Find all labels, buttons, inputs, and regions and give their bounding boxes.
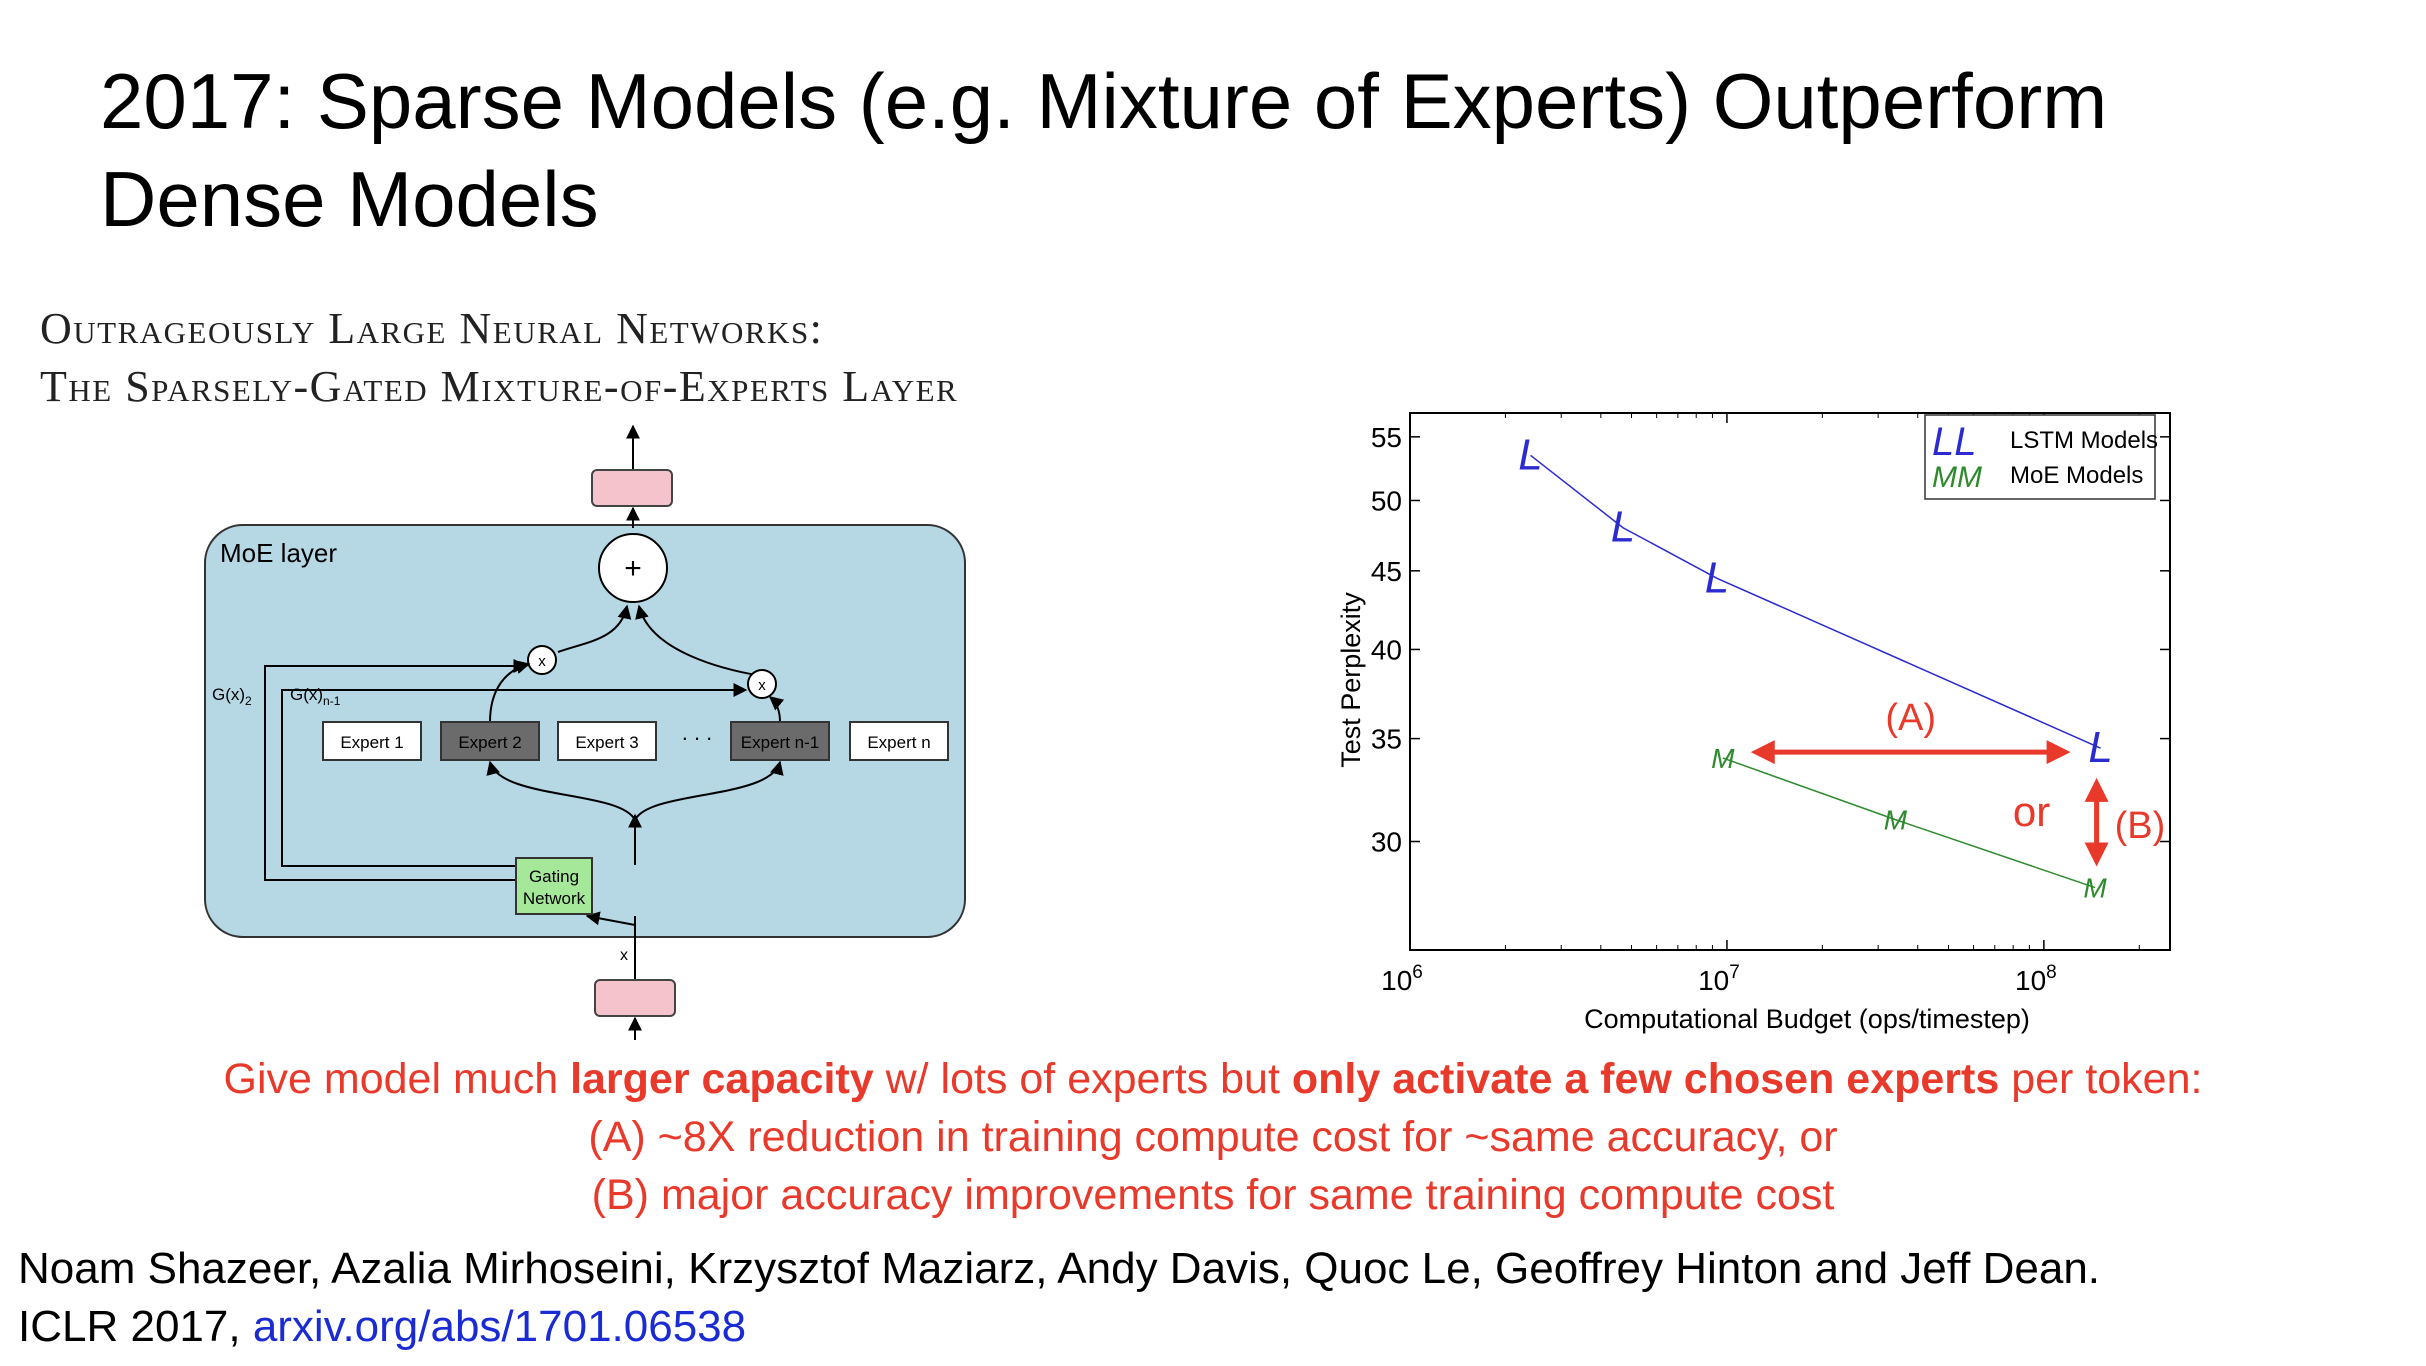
slide-title-line-2: Dense Models	[100, 155, 599, 243]
svg-text:Expert 3: Expert 3	[575, 733, 638, 752]
series-line-lstm	[1530, 454, 2101, 749]
arrow-b-head-top	[2084, 777, 2109, 802]
x-tick-label: 106	[1381, 962, 1423, 996]
citation-venue: ICLR 2017, arxiv.org/abs/1701.06538	[18, 1302, 747, 1351]
multiply-node-n-1	[747, 669, 777, 699]
arrow-b-head-bottom	[2084, 842, 2109, 867]
multiply-node-2	[527, 645, 557, 675]
x-tick-label: 108	[2015, 962, 2057, 996]
svg-text:x: x	[538, 653, 546, 670]
series-line-moe	[1722, 757, 2096, 889]
data-point-lstm: L	[1705, 553, 1729, 602]
y-tick-label: 40	[1371, 634, 1402, 665]
y-tick-label: 35	[1371, 724, 1402, 755]
paper-title-line-2: The Sparsely-Gated Mixture-of-Experts La…	[40, 362, 959, 411]
input-x-label: x	[620, 947, 628, 964]
caption-line-3: (B) major accuracy improvements for same…	[591, 1171, 1835, 1219]
sum-node	[598, 533, 668, 603]
svg-text:Expert 2: Expert 2	[458, 733, 521, 752]
slide-title: 2017: Sparse Models (e.g. Mixture of Exp…	[100, 52, 2350, 248]
expert-1: Expert 1	[322, 721, 422, 761]
arrow-a-head-right	[2046, 740, 2071, 765]
moe-layer-label: MoE layer	[220, 538, 337, 568]
data-point-moe: M	[2083, 873, 2107, 904]
arrow-a-head-left	[1750, 740, 1775, 765]
annotation-a-label: (A)	[1885, 697, 1936, 739]
gate-label-n-1: G(x)n-1	[290, 685, 341, 708]
y-tick-label: 55	[1371, 422, 1402, 453]
legend-moe-label: MoE Models	[2010, 462, 2143, 489]
paper-title-line-1: Outrageously Large Neural Networks:	[40, 304, 824, 353]
svg-text:Expert n: Expert n	[867, 733, 930, 752]
expert-2: Expert 2	[440, 721, 540, 761]
data-point-moe: M	[1884, 805, 1908, 836]
sum-symbol: +	[624, 552, 642, 585]
gate-label-2: G(x)2	[212, 685, 252, 708]
svg-text:Gating: Gating	[529, 867, 579, 886]
annotation-b-label: (B)	[2115, 805, 2166, 847]
annotation-or-label: or	[2013, 788, 2050, 835]
chart-legend: LL LSTM Models MM MoE Models	[1924, 414, 2158, 500]
paper-title: Outrageously Large Neural Networks: The …	[40, 300, 1300, 416]
legend-lstm-label: LSTM Models	[2010, 427, 2158, 454]
caption-line-1: Give model much larger capacity w/ lots …	[223, 1055, 2203, 1103]
chart-ylabel: Test Perplexity	[1336, 592, 1366, 768]
input-box	[594, 979, 676, 1017]
legend-lstm-marker: LL	[1932, 420, 1977, 464]
svg-text:Network: Network	[523, 889, 586, 908]
expert-3: Expert 3	[557, 721, 657, 761]
plot-frame	[1409, 412, 2171, 951]
caption-emphasis-capacity: larger capacity	[570, 1055, 874, 1103]
data-point-moe: M	[1711, 743, 1735, 774]
svg-text:Expert n-1: Expert n-1	[741, 733, 819, 752]
data-point-lstm: L	[1611, 503, 1635, 552]
expert-n: Expert n	[849, 721, 949, 761]
citation-authors: Noam Shazeer, Azalia Mirhoseini, Krzyszt…	[18, 1244, 2101, 1293]
gating-network: Gating Network	[515, 857, 593, 915]
legend-moe-marker: MM	[1932, 461, 1982, 494]
svg-text:Expert 1: Expert 1	[340, 733, 403, 752]
y-tick-label: 30	[1371, 827, 1402, 858]
caption: Give model much larger capacity w/ lots …	[0, 1050, 2426, 1224]
slide-title-line-1: 2017: Sparse Models (e.g. Mixture of Exp…	[100, 57, 2108, 145]
data-point-lstm: L	[1518, 430, 1542, 479]
svg-text:x: x	[758, 677, 766, 694]
moe-diagram: MoE layer + x x G(x)2 G(x)n-1 Expert 1 E…	[204, 424, 966, 1040]
output-box	[591, 469, 673, 507]
chart-xlabel: Computational Budget (ops/timestep)	[1584, 1004, 2030, 1034]
caption-emphasis-experts: only activate a few chosen experts	[1291, 1055, 2000, 1103]
y-tick-label: 50	[1371, 485, 1402, 516]
citation: Noam Shazeer, Azalia Mirhoseini, Krzyszt…	[18, 1240, 2418, 1356]
x-tick-label: 107	[1698, 962, 1740, 996]
expert-n-1: Expert n-1	[730, 721, 830, 761]
y-tick-label: 45	[1371, 556, 1402, 587]
arxiv-link[interactable]: arxiv.org/abs/1701.06538	[252, 1302, 747, 1351]
experts-ellipsis: . . .	[682, 720, 713, 745]
caption-line-2: (A) ~8X reduction in training compute co…	[588, 1113, 1838, 1161]
data-point-lstm: L	[2088, 723, 2112, 772]
